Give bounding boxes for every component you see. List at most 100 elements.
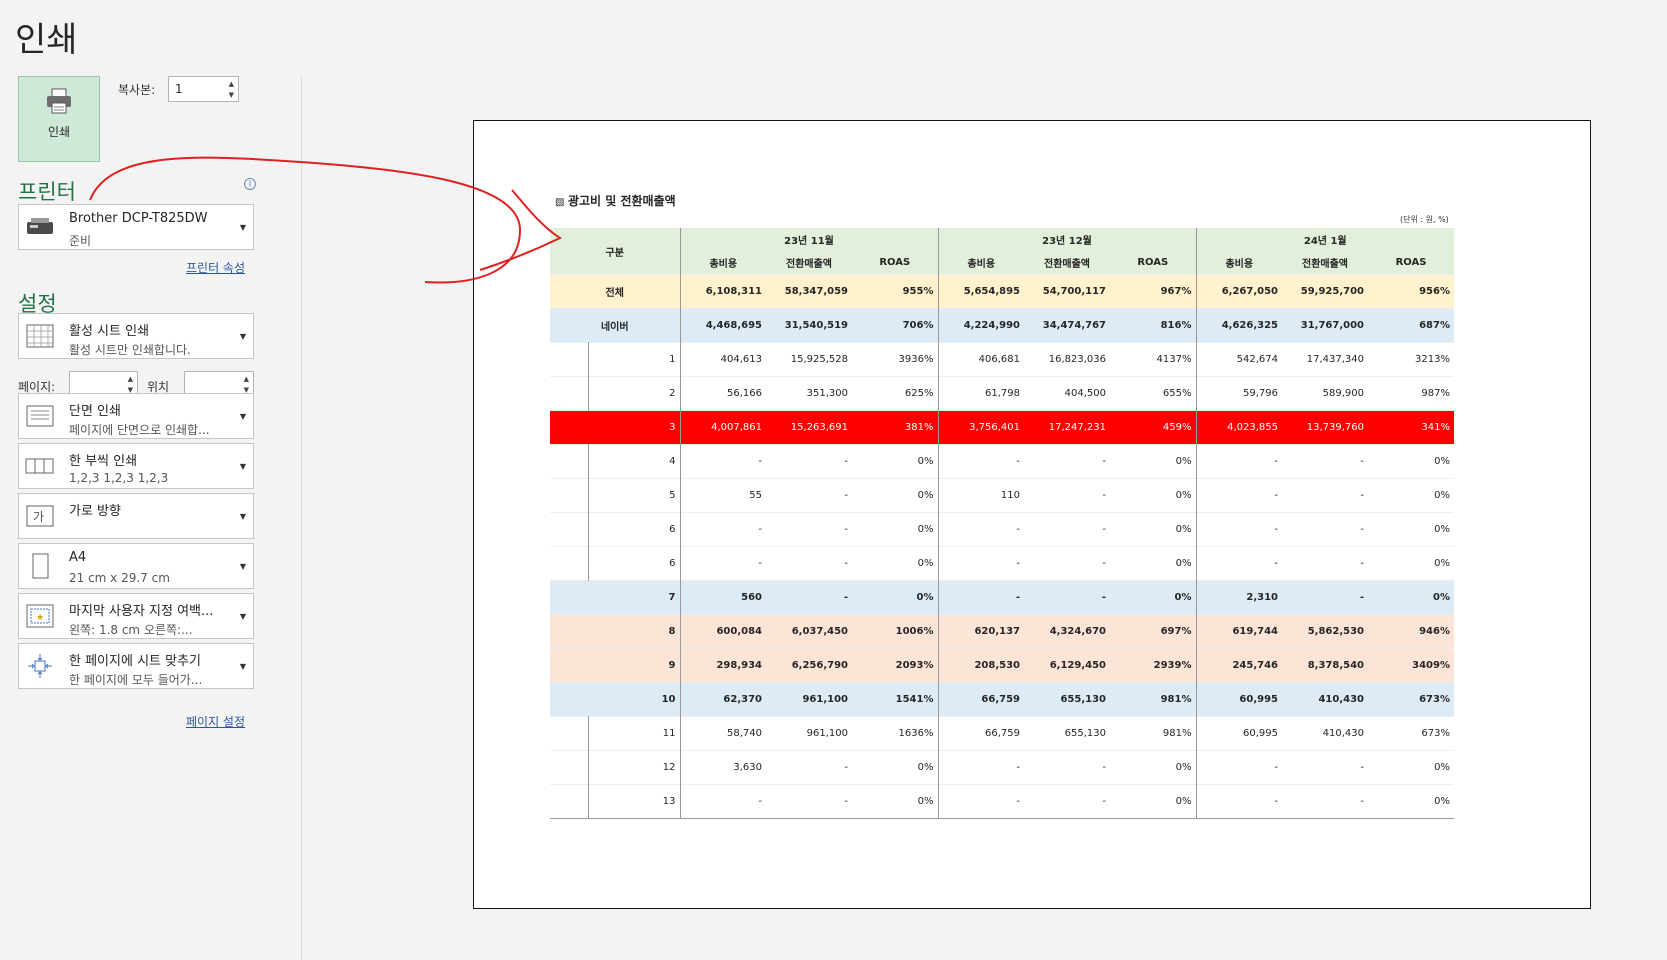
table-cell: 0% [1434, 524, 1450, 535]
row-indent [550, 342, 589, 377]
table-cell: 3,630 [679, 750, 766, 785]
header-month: 23년 11월 [679, 228, 938, 251]
row-indent [550, 784, 589, 819]
table-cell: - [679, 546, 766, 581]
page-setup-link[interactable]: 페이지 설정 [186, 715, 246, 729]
print-what-dropdown[interactable]: 활성 시트 인쇄 활성 시트만 인쇄합니다. ▼ [18, 313, 254, 359]
table-cell: 0% [852, 580, 938, 615]
table-row: 네이버 4,468,695 31,540,519 706% 4,224,990 34,47… [550, 308, 1454, 343]
table-cell: 697% [1110, 614, 1196, 649]
row-label: 11 [662, 728, 676, 739]
chevron-down-icon: ▼ [239, 662, 246, 671]
row-indent [550, 410, 588, 445]
table-cell: 0% [1175, 524, 1192, 535]
table-cell: 967% [1110, 274, 1196, 309]
setting-desc: 21 cm x 29.7 cm [69, 571, 170, 585]
table-row: 4- -0% - -0% - -0% [550, 444, 1454, 479]
table-cell: - [679, 444, 766, 479]
row-label: 6 [669, 524, 676, 535]
row-label: 10 [588, 682, 680, 717]
spin-down-icon[interactable]: ▼ [243, 386, 249, 394]
setting-label: 마지막 사용자 지정 여백... [69, 604, 214, 619]
printer-dropdown[interactable]: Brother DCP-T825DW 준비 ▼ [18, 204, 254, 250]
row-indent [550, 648, 588, 683]
spin-up-icon[interactable]: ▲ [228, 80, 234, 88]
orientation-dropdown[interactable]: 가 가로 방향 ▼ [18, 493, 254, 539]
table-cell: 956% [1368, 274, 1454, 309]
table-cell: 961,100 [766, 682, 852, 717]
table-cell: 4,023,855 [1195, 410, 1282, 445]
row-indent [550, 512, 589, 547]
table-cell: 410,430 [1282, 682, 1368, 717]
setting-label: A4 [69, 550, 87, 565]
table-cell: 16,823,036 [1048, 354, 1106, 365]
table-cell: - [1282, 784, 1368, 819]
table-cell: 3213% [1415, 354, 1450, 365]
paper-icon [25, 553, 55, 579]
spin-down-icon[interactable]: ▼ [127, 386, 133, 394]
table-cell: 66,759 [937, 682, 1024, 717]
table-cell: - [1195, 444, 1282, 479]
table-cell: 4,626,325 [1195, 308, 1282, 343]
chevron-down-icon: ▼ [239, 512, 246, 521]
copies-spinner[interactable]: 1 ▲ ▼ [168, 76, 239, 102]
page-to-spinner[interactable]: ▲ ▼ [184, 371, 254, 397]
header-sub: 총비용 [937, 251, 1024, 275]
table-cell: 3409% [1368, 648, 1454, 683]
table-cell: 58,740 [679, 716, 766, 751]
row-indent [550, 750, 589, 785]
table-title: ▧ 광고비 및 전환매출액 [555, 192, 676, 209]
margins-dropdown[interactable]: ★ 마지막 사용자 지정 여백... 왼쪽: 1.8 cm 오른쪽:... ▼ [18, 593, 254, 639]
chevron-down-icon: ▼ [239, 223, 246, 232]
table-cell: 208,530 [937, 648, 1024, 683]
spin-up-icon[interactable]: ▲ [127, 375, 133, 383]
table-cell: 946% [1368, 614, 1454, 649]
table-cell: 0% [1368, 580, 1454, 615]
spin-up-icon[interactable]: ▲ [243, 375, 249, 383]
scaling-dropdown[interactable]: 한 페이지에 시트 맞추기 한 페이지에 모두 들어가... ▼ [18, 643, 254, 689]
setting-desc: 활성 시트만 인쇄합니다. [69, 343, 191, 357]
table-row: 10 62,370 961,100 1541% 66,759 655,130 981% 60,… [550, 682, 1454, 717]
row-label: 5 [669, 490, 676, 501]
table-cell: - [844, 490, 848, 501]
row-label: 12 [662, 762, 676, 773]
margins-icon: ★ [25, 603, 55, 629]
row-label: 전체 [550, 274, 680, 309]
info-icon[interactable]: i [244, 178, 256, 190]
table-cell: - [1195, 784, 1282, 819]
table-cell: 404,500 [1064, 388, 1106, 399]
table-cell: 4,224,990 [937, 308, 1024, 343]
table-cell: - [1360, 524, 1364, 535]
header-sub: ROAS [1110, 251, 1196, 275]
table-cell: 6,129,450 [1024, 648, 1110, 683]
table-cell: 55 [679, 478, 766, 513]
table-cell: 60,995 [1195, 716, 1282, 751]
table-cell: 0% [1434, 456, 1450, 467]
table-cell: 410,430 [1322, 728, 1364, 739]
table-row: 13- -0% - -0% - -0% [550, 784, 1454, 819]
table-cell: 381% [852, 410, 938, 445]
header-sub: 전환매출액 [1024, 251, 1110, 275]
table-row: 6- -0% - -0% - -0% [550, 512, 1454, 547]
table-cell: - [1024, 784, 1110, 819]
table-cell: - [1195, 512, 1282, 547]
row-indent [550, 444, 589, 479]
header-sub: 전환매출액 [1282, 251, 1368, 275]
sides-dropdown[interactable]: 단면 인쇄 페이지에 단면으로 인쇄합... ▼ [18, 393, 254, 439]
chevron-down-icon: ▼ [239, 332, 246, 341]
spin-down-icon[interactable]: ▼ [228, 91, 234, 99]
copies-value: 1 [175, 82, 183, 96]
print-button[interactable]: 인쇄 [18, 76, 100, 162]
table-cell: 673% [1421, 728, 1450, 739]
paper-size-dropdown[interactable]: A4 21 cm x 29.7 cm ▼ [18, 543, 254, 589]
table-cell: 0% [1110, 784, 1196, 819]
header-sub: ROAS [1368, 251, 1454, 275]
table-cell: - [766, 784, 852, 819]
setting-label: 한 페이지에 시트 맞추기 [69, 654, 201, 669]
row-label: 4 [669, 456, 676, 467]
printer-properties-link[interactable]: 프린터 속성 [186, 261, 246, 275]
settings-heading: 설정 [18, 292, 57, 316]
collate-dropdown[interactable]: 한 부씩 인쇄 1,2,3 1,2,3 1,2,3 ▼ [18, 443, 254, 489]
table-cell: 6,256,790 [766, 648, 852, 683]
table-cell: 655,130 [1064, 728, 1106, 739]
